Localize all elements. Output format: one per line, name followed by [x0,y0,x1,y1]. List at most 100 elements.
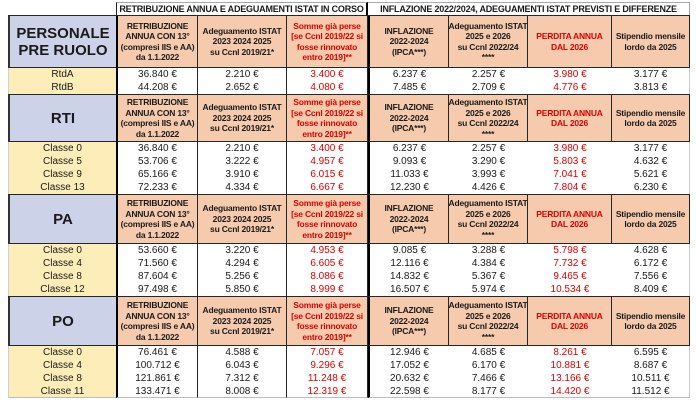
col-header-line: (compresi IIS e AA) [120,41,195,52]
col-header-line: RETRIBUZIONE [126,198,189,208]
col-header-line: 2023 2024 2025 [212,213,272,224]
value-cell: 100.712 € [116,359,198,372]
value-cell: 2.210 € [198,142,287,155]
col-header-line: [se Ccnl 2019/22 si [291,208,363,219]
value-cell: 71.560 € [116,257,198,270]
value-cell: 9.093 € [368,155,449,168]
section-label-line: PO [52,312,74,330]
value-cell: 8.409 € [612,283,690,296]
col-header-line: Adeguamento ISTAT [449,20,528,31]
col-header-line: ANNUA CON 13° [125,208,190,219]
row-label: Classe 0 [8,142,116,155]
row-label: Classe 13 [8,181,116,194]
value-cell: 14.832 € [368,270,449,283]
group-header-right: INFLAZIONE 2022/2024, ADEGUAMENTI ISTAT … [368,2,690,15]
value-cell: 5.256 € [198,270,287,283]
value-cell: 8.999 € [287,283,368,296]
col-header-inflazione-2022-2024: INFLAZIONE 2022-2024 (IPCA***) [368,95,449,142]
value-cell: 10.881 € [528,359,612,372]
value-cell: 3.813 € [612,81,690,94]
value-cell: 8.177 € [449,385,528,398]
col-header-line: 2022-2024 [389,315,429,326]
col-header-line: su Ccnl 2019/21* [210,224,274,235]
col-header-retribuzione-annua: RETRIBUZIONE ANNUA CON 13° (compresi IIS e… [116,297,198,346]
value-cell: 2.652 € [198,81,287,94]
col-header-line: lordo da 2025 [624,321,677,331]
value-cell: 133.471 € [116,385,198,398]
col-header-line: fosse rinnovato [296,41,358,52]
value-cell: 6.605 € [287,257,368,270]
col-header-line: ANNUA CON 13° [125,310,190,321]
value-cell: 6.230 € [612,181,690,194]
value-cell: 3.177 € [612,142,690,155]
section-pre-ruolo: PERSONALE PRE RUOLO RETRIBUZIONE ANNUA CON … [8,15,690,94]
col-header-line: Adeguamento ISTAT [202,25,282,36]
table-row: Classe 5 53.706 €3.222 €4.957 €9.093 €3.2… [8,155,690,168]
col-header-line: 2025 e 2026 [465,208,511,219]
col-header-line: da 1.1.2022 [135,52,180,62]
value-cell: 6.043 € [198,359,287,372]
table-row: Classe 0 53.660 €3.220 €4.953 €9.085 €3.2… [8,244,690,257]
col-header-line: su Ccnl 2022/24 [457,41,519,52]
col-header-line: 2025 e 2026 [465,310,511,321]
value-cell: 3.910 € [198,168,287,181]
col-header-retribuzione-annua: RETRIBUZIONE ANNUA CON 13° (compresi IIS e… [116,16,198,68]
col-header-line: 2022-2024 [389,36,429,47]
row-label: Classe 0 [8,346,116,359]
value-cell: 12.116 € [368,257,449,270]
salary-istat-table: RETRIBUZIONE ANNUA E ADEGUAMENTI ISTAT I… [8,2,690,398]
group-header-left: RETRIBUZIONE ANNUA E ADEGUAMENTI ISTAT I… [116,2,368,15]
value-cell: 8.086 € [287,270,368,283]
section-label-line: PA [53,210,73,228]
value-cell: 12.319 € [287,385,368,398]
value-cell: 87.604 € [116,270,198,283]
col-header-line: su Ccnl 2019/21* [210,326,274,337]
section-label-line: RTI [50,109,76,127]
value-cell: 6.237 € [368,142,449,155]
value-cell: 53.706 € [116,155,198,168]
col-header-adeguamento-istat-2025-2026: Adeguamento ISTAT 2025 e 2026 su Ccnl 2022… [449,16,528,68]
value-cell: 3.993 € [449,168,528,181]
value-cell: 20.632 € [368,372,449,385]
value-cell: 3.400 € [287,142,368,155]
value-cell: 5.798 € [528,244,612,257]
col-header-line: **** [481,229,495,240]
value-cell: 4.588 € [198,346,287,359]
col-header-line: INFLAZIONE [384,305,434,316]
col-header-line: da 1.1.2022 [135,128,180,139]
value-cell: 11.512 € [612,385,690,398]
col-header-line: **** [481,128,495,139]
col-header-line: 2023 2024 2025 [212,36,272,47]
value-cell: 6.170 € [449,359,528,372]
col-header-line: (compresi IIS e AA) [120,118,195,128]
section-label-rti: RTI [8,95,116,142]
value-cell: 7.057 € [287,346,368,359]
row-label: Classe 0 [8,244,116,257]
value-cell: 6.667 € [287,181,368,194]
col-header-line: da 1.1.2022 [135,229,180,240]
section-header-row: PERSONALE PRE RUOLO RETRIBUZIONE ANNUA CON … [8,16,690,68]
row-label: Classe 12 [8,283,116,296]
value-cell: 14.420 € [528,385,612,398]
col-header-line: **** [481,52,495,62]
col-header-retribuzione-annua: RETRIBUZIONE ANNUA CON 13° (compresi IIS e… [116,195,198,244]
col-header-line: [se Ccnl 2019/22 si [291,31,363,41]
col-header-line: ANNUA CON 13° [125,31,190,41]
col-header-stipendio-mensile: Stipendio mensile lordo da 2025 [612,297,690,346]
col-header-line: 2025 e 2026 [465,107,511,118]
value-cell: 17.052 € [368,359,449,372]
col-header-line: Adeguamento ISTAT [449,198,528,208]
col-header-adeguamento-istat-2025-2026: Adeguamento ISTAT 2025 e 2026 su Ccnl 2022… [449,195,528,244]
value-cell: 5.367 € [449,270,528,283]
value-cell: 5.621 € [612,168,690,181]
value-cell: 8.008 € [198,385,287,398]
col-header-somme-gia-perse: Somme già perse [se Ccnl 2019/22 si fosse … [287,195,368,244]
value-cell: 8.261 € [528,346,612,359]
value-cell: 4.294 € [198,257,287,270]
value-cell: 4.334 € [198,181,287,194]
value-cell: 97.498 € [116,283,198,296]
value-cell: 4.384 € [449,257,528,270]
value-cell: 65.166 € [116,168,198,181]
value-cell: 5.850 € [198,283,287,296]
value-cell: 3.980 € [528,142,612,155]
